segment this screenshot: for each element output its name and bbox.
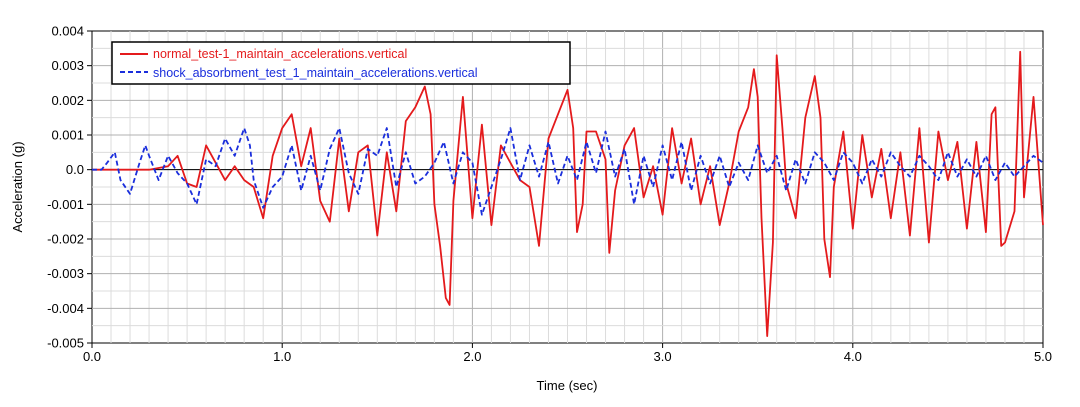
legend: normal_test-1_maintain_accelerations.ver… <box>111 41 571 85</box>
y-axis-ticks: 0.004 0.003 0.002 0.001 0.0 -0.001 -0.002 -0.00… <box>47 24 92 351</box>
y-tick-label: 0.003 <box>51 58 84 73</box>
x-axis-ticks: 0.0 1.0 2.0 3.0 4.0 5.0 <box>83 343 1052 364</box>
x-tick-label: 2.0 <box>463 349 481 364</box>
y-tick-label: -0.003 <box>47 266 84 281</box>
y-tick-label: -0.005 <box>47 336 84 351</box>
y-tick-label: -0.001 <box>47 197 84 212</box>
legend-label-normal: normal_test-1_maintain_accelerations.ver… <box>153 47 407 61</box>
y-tick-label: -0.004 <box>47 301 84 316</box>
series-line-shock-absorbment <box>92 127 1044 216</box>
legend-label-shock: shock_absorbment_test_1_maintain_acceler… <box>153 66 478 80</box>
x-tick-label: 0.0 <box>83 349 101 364</box>
x-tick-label: 5.0 <box>1034 349 1052 364</box>
series-lines <box>92 50 1044 338</box>
y-tick-label: 0.0 <box>66 162 84 177</box>
y-tick-label: 0.002 <box>51 93 84 108</box>
y-tick-label: 0.004 <box>51 24 84 39</box>
x-tick-label: 3.0 <box>654 349 672 364</box>
y-axis-title: Acceleration (g) <box>10 141 25 232</box>
x-tick-label: 4.0 <box>844 349 862 364</box>
y-tick-label: 0.001 <box>51 128 84 143</box>
legend-box <box>111 41 571 85</box>
x-axis-title: Time (sec) <box>537 378 598 393</box>
y-tick-label: -0.002 <box>47 232 84 247</box>
x-tick-label: 1.0 <box>273 349 291 364</box>
